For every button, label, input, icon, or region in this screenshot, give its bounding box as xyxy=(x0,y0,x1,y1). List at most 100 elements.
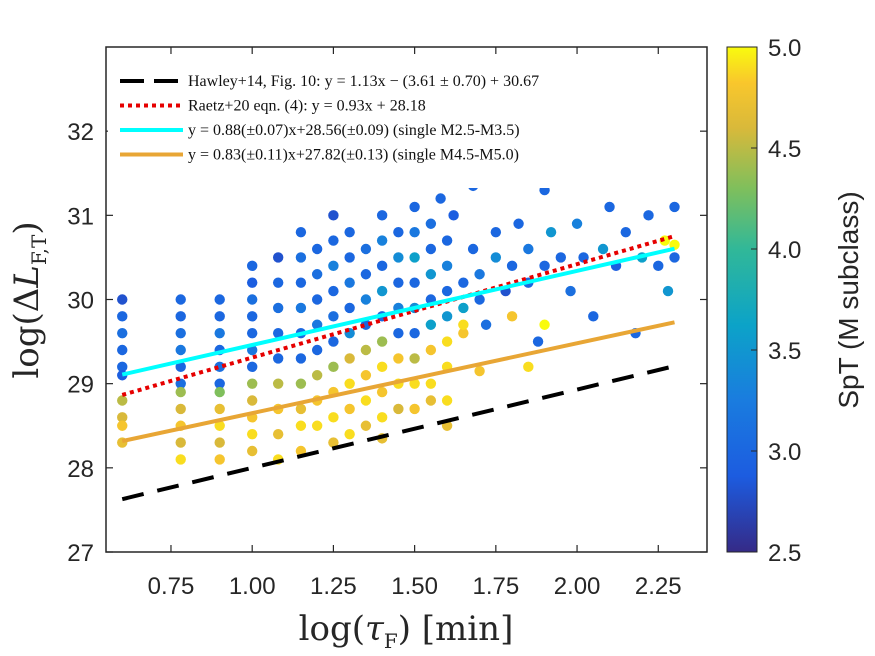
data-point xyxy=(376,285,388,297)
colorbar-tick-label: 5.0 xyxy=(768,35,801,62)
data-point xyxy=(214,437,225,448)
data-point xyxy=(545,226,557,238)
data-point xyxy=(214,454,225,465)
data-point xyxy=(588,311,599,322)
data-point xyxy=(458,277,469,288)
data-point xyxy=(295,302,307,314)
data-point xyxy=(344,226,355,238)
data-point xyxy=(328,210,339,221)
data-point xyxy=(662,285,674,297)
data-point xyxy=(643,210,654,221)
data-point xyxy=(295,378,307,389)
data-point xyxy=(214,311,225,322)
data-point xyxy=(175,403,186,415)
data-point xyxy=(295,420,307,431)
data-point xyxy=(360,370,372,381)
data-point xyxy=(441,235,453,246)
data-point xyxy=(117,344,128,356)
data-point xyxy=(360,395,372,406)
data-point xyxy=(214,294,225,305)
data-point xyxy=(175,294,186,305)
x-tick-label: 1.25 xyxy=(310,573,357,600)
data-point xyxy=(246,311,258,322)
data-point xyxy=(490,252,502,263)
data-point xyxy=(117,294,128,305)
data-point xyxy=(539,319,550,330)
data-point xyxy=(175,311,186,322)
data-point xyxy=(458,319,469,330)
data-point xyxy=(246,395,258,406)
data-point xyxy=(214,378,225,389)
data-point xyxy=(117,395,128,406)
data-point xyxy=(409,201,420,213)
data-point xyxy=(246,361,258,373)
data-point xyxy=(597,243,609,255)
data-point xyxy=(175,454,186,465)
data-point xyxy=(344,378,355,389)
data-point xyxy=(328,311,339,322)
data-point xyxy=(272,428,284,440)
data-point xyxy=(295,226,307,238)
data-point xyxy=(246,445,258,457)
data-point xyxy=(360,243,372,255)
colorbar-title: SpT (M subclass) xyxy=(833,191,864,408)
data-point xyxy=(474,269,485,280)
data-point xyxy=(376,235,388,246)
data-point xyxy=(571,218,583,229)
data-point xyxy=(393,252,404,263)
data-point xyxy=(214,386,225,398)
data-point xyxy=(272,252,284,263)
data-point xyxy=(295,353,307,364)
data-point xyxy=(393,226,404,238)
data-point xyxy=(360,420,372,431)
data-point xyxy=(246,428,258,440)
data-point xyxy=(669,201,680,213)
data-point xyxy=(425,395,437,406)
data-point xyxy=(409,353,420,364)
data-point xyxy=(506,311,518,322)
data-point xyxy=(117,327,128,339)
data-point xyxy=(360,294,372,305)
data-point xyxy=(441,311,453,322)
data-point xyxy=(480,319,492,330)
legend: Hawley+14, Fig. 10: y = 1.13x − (3.61 ± … xyxy=(108,64,692,188)
data-point xyxy=(272,327,284,339)
data-point xyxy=(435,193,446,204)
data-point xyxy=(669,252,680,263)
data-point xyxy=(246,294,258,305)
x-axis-title: log(τF) [min] xyxy=(299,609,514,653)
data-point xyxy=(620,226,631,238)
legend-entry: y = 0.83(±0.11)x+27.82(±0.13) (single M4… xyxy=(188,147,519,164)
y-tick-label: 31 xyxy=(67,203,94,230)
fit-lines xyxy=(121,234,676,502)
data-point xyxy=(376,361,388,373)
data-point xyxy=(117,311,128,322)
data-point xyxy=(117,412,128,423)
data-point xyxy=(246,260,258,272)
data-point xyxy=(344,302,355,314)
data-point xyxy=(246,277,258,288)
data-point xyxy=(425,218,437,229)
y-tick-label: 27 xyxy=(67,540,94,567)
colorbar-tick-label: 4.0 xyxy=(768,237,801,264)
data-point xyxy=(117,420,128,431)
x-tick-label: 0.75 xyxy=(148,573,195,600)
data-point xyxy=(565,285,576,297)
data-point xyxy=(523,361,534,373)
data-point xyxy=(441,395,453,406)
data-point xyxy=(467,243,479,255)
y-tick-label: 28 xyxy=(67,456,94,483)
data-point xyxy=(175,378,186,389)
data-point xyxy=(360,344,372,356)
data-point xyxy=(532,336,544,347)
data-points xyxy=(117,168,680,465)
data-point xyxy=(425,344,437,356)
data-point xyxy=(246,327,258,339)
data-point xyxy=(490,226,502,238)
data-point xyxy=(272,353,284,364)
data-point xyxy=(311,344,323,356)
y-tick-label: 30 xyxy=(67,288,94,315)
data-point xyxy=(344,428,355,440)
data-point xyxy=(311,319,323,330)
data-point xyxy=(425,269,437,280)
